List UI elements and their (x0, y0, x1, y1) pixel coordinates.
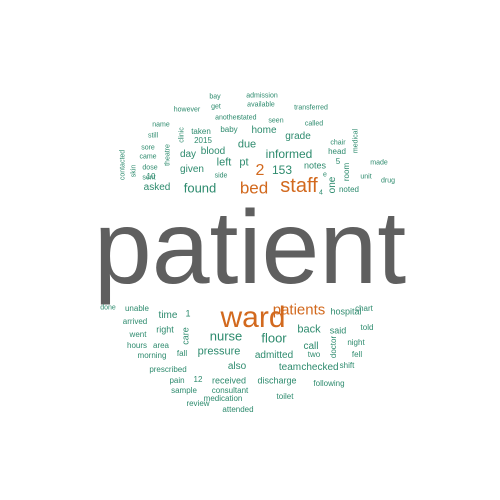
word-4: 4 (319, 189, 323, 197)
word-arrived: arrived (122, 317, 148, 326)
word-shift: shift (339, 361, 355, 370)
word-available: available (247, 101, 275, 109)
word-get: get (211, 103, 221, 111)
word-called: called (304, 120, 324, 128)
word-skin: skin (130, 164, 138, 178)
word-theatre: theatre (164, 144, 172, 166)
word-made: made (370, 159, 388, 167)
word-consultant: consultant (211, 386, 249, 395)
word-morning: morning (137, 351, 167, 360)
word-chart: chart (355, 304, 373, 313)
word-1: 1 (185, 308, 191, 319)
word-admission: admission (246, 92, 278, 100)
word-time: time (158, 310, 178, 321)
word-e: e (323, 171, 327, 179)
word-sent: sent (142, 174, 156, 182)
word-drug: drug (380, 177, 396, 185)
word-asked: asked (143, 182, 171, 193)
word-fell: fell (351, 350, 363, 359)
word-5: 5 (335, 157, 341, 166)
word-left: left (216, 156, 232, 169)
word-head: head (328, 147, 346, 156)
word-team: team (278, 362, 302, 373)
word-patients: patients (272, 301, 326, 319)
word-due: due (237, 138, 257, 151)
word-hours: hours (126, 341, 148, 350)
word-side: side (214, 172, 228, 180)
word-another: another (215, 114, 239, 122)
word-prescribed: prescribed (149, 365, 187, 374)
word-back: back (297, 323, 321, 336)
word-153: 153 (271, 163, 293, 177)
word-room: room (342, 162, 351, 182)
word-night: night (347, 338, 365, 347)
word-went: went (129, 330, 147, 339)
word-review: review (186, 399, 210, 408)
word-notes: notes (303, 160, 327, 171)
word-unable: unable (124, 304, 150, 313)
word-one: one (327, 176, 338, 194)
word-10: 10 (146, 172, 156, 181)
word-call: call (303, 341, 319, 352)
word-seen: seen (268, 117, 284, 125)
word-attended: attended (222, 405, 254, 414)
word-clinic: clinic (178, 127, 186, 143)
word-unit: unit (360, 173, 372, 181)
word-dose: dose (142, 164, 158, 172)
word-fall: fall (176, 349, 188, 358)
word-also: also (227, 361, 247, 372)
word-told: told (360, 323, 374, 332)
word-blood: blood (200, 146, 226, 157)
word-right: right (156, 324, 174, 335)
word-baby: baby (220, 125, 238, 134)
word-chair: chair (330, 139, 346, 147)
word-home: home (251, 125, 277, 136)
word-bay: bay (209, 93, 221, 101)
word-received: received (211, 375, 247, 386)
word-given: given (180, 164, 204, 175)
word-noted: noted (338, 185, 360, 194)
word-admitted: admitted (254, 350, 294, 361)
word-area: area (152, 341, 170, 350)
word-hospital: hospital (330, 306, 362, 317)
word-done: done (100, 304, 116, 312)
word-however: however (173, 106, 201, 114)
word-taken: taken (191, 127, 211, 136)
word-2015: 2015 (194, 136, 212, 145)
word-still: still (147, 132, 159, 140)
word-sample: sample (171, 386, 197, 395)
word-pain: pain (169, 376, 185, 385)
word-pt: pt (239, 156, 249, 169)
word-staff: staff (280, 175, 318, 197)
word-found: found (183, 180, 217, 196)
word-contacted: contacted (119, 149, 127, 181)
word-name: name (152, 121, 170, 129)
word-transferred: transferred (294, 104, 328, 112)
word-floor: floor (261, 330, 287, 346)
word-toilet: toilet (276, 392, 294, 401)
word-nurse: nurse (209, 328, 243, 344)
word-patient: patient (93, 190, 407, 306)
word-checked: checked (301, 362, 339, 373)
word-day: day (179, 149, 197, 160)
word-medical: medical (352, 128, 360, 154)
word-2: 2 (255, 162, 265, 179)
word-bed: bed (239, 178, 269, 198)
word-pressure: pressure (197, 345, 241, 358)
word-grade: grade (285, 131, 311, 142)
word-care: care (180, 327, 191, 345)
word-doctor: doctor (329, 335, 338, 359)
word-medication: medication (203, 394, 243, 403)
word-came: came (139, 153, 157, 161)
word-stated: stated (237, 114, 257, 122)
word-following: following (313, 379, 345, 388)
word-discharge: discharge (257, 375, 297, 386)
word-two: two (307, 350, 321, 359)
word-12: 12 (193, 375, 203, 384)
word-said: said (329, 325, 347, 336)
word-ward: ward (220, 301, 286, 334)
word-informed: informed (265, 147, 313, 161)
word-sore: sore (141, 144, 155, 152)
